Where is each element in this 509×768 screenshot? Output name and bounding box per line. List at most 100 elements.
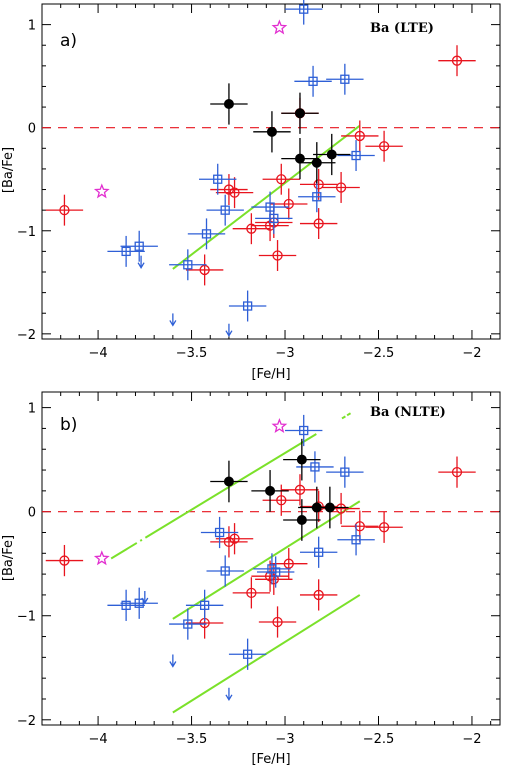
y-axis-label: [Ba/Fe]: [1, 535, 16, 581]
data-point-square: [340, 467, 350, 477]
x-tick-label: −4: [88, 732, 107, 747]
upper-limit-arrowhead: [169, 661, 177, 668]
data-point-circle: [313, 589, 324, 601]
data-point-circle: [59, 205, 70, 216]
x-tick-label: −3.5: [176, 732, 208, 747]
data-point-circle: [272, 616, 283, 628]
data-point-square: [299, 425, 309, 436]
element-label: Ba (LTE): [370, 21, 434, 36]
data-point-square: [351, 150, 361, 161]
data-point-star: [93, 183, 110, 199]
x-tick-label: −2.5: [363, 346, 395, 361]
x-tick-label: −3.5: [176, 346, 208, 361]
y-tick-label: 0: [28, 506, 36, 521]
data-point-square: [214, 527, 225, 538]
upper-limit-arrowhead: [169, 320, 177, 327]
data-point-square: [183, 260, 193, 270]
data-point-square: [201, 229, 212, 239]
data-point-circle: [354, 130, 365, 142]
data-point-circle: [354, 521, 365, 532]
data-point-circle: [313, 218, 324, 229]
panel-label: a): [60, 31, 77, 51]
data-point-square: [269, 213, 279, 224]
data-point-circle: [276, 495, 287, 506]
trend-line: [110, 406, 361, 560]
data-point-square: [271, 567, 281, 577]
data-point-filled: [296, 454, 307, 465]
data-point-circle: [294, 484, 306, 495]
y-tick-label: −1: [17, 225, 36, 240]
data-point-filled: [266, 126, 277, 137]
data-point-circle: [229, 187, 240, 198]
data-point-circle: [451, 55, 463, 66]
data-point-circle: [229, 533, 240, 544]
ticks: −4 −3.5 −3 −2.5 −2 −2 −1 0 1: [17, 392, 500, 747]
data-point-square: [121, 246, 131, 257]
y-tick-label: −1: [17, 610, 36, 625]
upper-limit-arrowhead: [141, 597, 149, 605]
data-point-square: [134, 598, 144, 608]
data-point-square: [199, 600, 210, 610]
data-point-circle: [276, 174, 287, 185]
data-point-filled: [326, 149, 337, 160]
data-point-filled: [223, 98, 234, 109]
data-point-filled: [311, 157, 322, 168]
data-point-square: [340, 74, 350, 84]
data-point-square: [242, 649, 253, 659]
data-point-circle: [223, 536, 235, 547]
data-point-square: [134, 241, 144, 251]
data-point-circle: [283, 558, 294, 569]
element-label: Ba (NLTE): [370, 405, 446, 420]
data-point-filled: [294, 153, 305, 164]
data-point-square: [220, 566, 230, 576]
upper-limit-arrowhead: [137, 262, 145, 269]
data-point-square: [351, 535, 361, 545]
data-point-circle: [272, 250, 283, 261]
panel-a: −4 −3.5 −3 −2.5 −2−2−101 a) Ba (LTE) [Fe/H] …: [1, 0, 501, 382]
y-tick-label: 1: [28, 19, 36, 34]
x-tick-label: −4: [88, 346, 107, 361]
data-point-circle: [378, 522, 390, 533]
plot-frame: [41, 391, 501, 726]
panel-label: b): [60, 415, 77, 435]
data-point-circle: [246, 587, 257, 598]
y-tick-label: −2: [17, 328, 36, 343]
data-point-circle: [223, 184, 235, 195]
x-tick-label: −2: [462, 732, 481, 747]
ticks: −4 −3.5 −3 −2.5 −2 −2 −1 0 1: [17, 4, 500, 361]
data-point-square: [183, 619, 193, 629]
data-point-star: [93, 550, 110, 566]
data-point-square: [310, 462, 320, 472]
upper-limit-arrowhead: [225, 694, 233, 702]
x-axis-label: [Fe/H]: [251, 367, 290, 382]
data-point-circle: [59, 555, 70, 566]
data-point-square: [299, 4, 309, 14]
upper-limit-arrowhead: [225, 330, 233, 337]
x-tick-label: −2: [462, 346, 481, 361]
data-point-filled: [324, 502, 335, 513]
data-point-square: [312, 192, 322, 202]
data-point-circle: [451, 466, 463, 478]
data-layer: [42, 406, 500, 714]
data-point-circle: [313, 179, 324, 190]
data-point-circle: [199, 264, 210, 276]
data-point-square: [220, 205, 230, 215]
data-point-square: [314, 547, 324, 557]
data-point-square: [121, 600, 131, 610]
y-tick-label: 0: [28, 122, 36, 137]
x-axis-label: [Fe/H]: [251, 752, 290, 767]
data-point-circle: [268, 574, 279, 585]
data-point-filled: [223, 476, 234, 487]
y-tick-label: −2: [17, 714, 36, 729]
data-point-star: [271, 19, 288, 35]
x-tick-label: −3: [275, 346, 294, 361]
data-point-circle: [283, 198, 294, 210]
data-layer: [42, 0, 500, 337]
y-axis-label: [Ba/Fe]: [1, 147, 16, 193]
panel-b: −4 −3.5 −3 −2.5 −2 −2 −1 0 1 b) Ba (NLTE) [Fe/H]…: [1, 391, 501, 767]
data-point-filled: [294, 108, 305, 119]
data-point-square: [213, 174, 223, 184]
data-point-circle: [378, 141, 390, 152]
data-point-star: [271, 417, 288, 434]
x-tick-label: −3: [275, 732, 294, 747]
